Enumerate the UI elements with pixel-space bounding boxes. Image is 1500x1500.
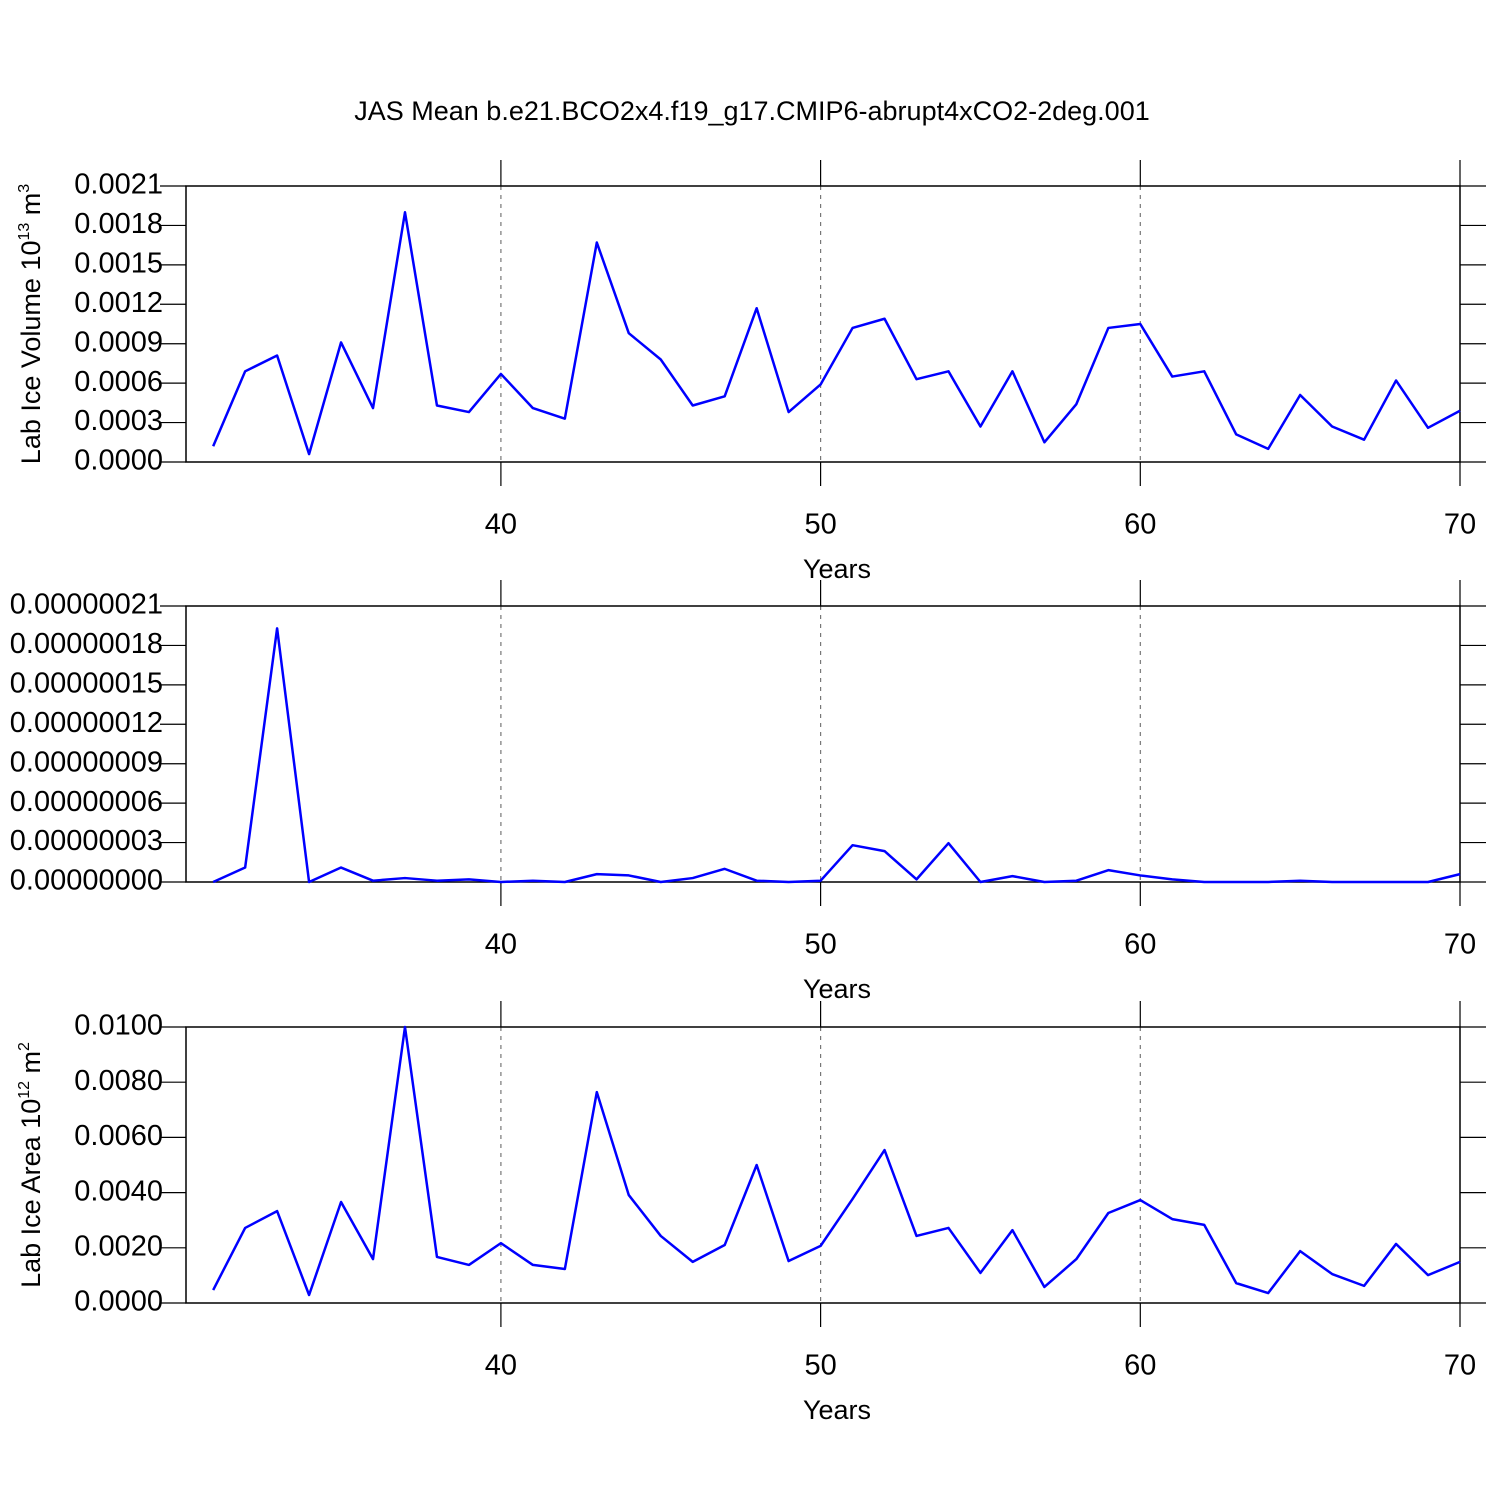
x-axis-label: Years xyxy=(803,1395,871,1425)
y-tick-label: 0.00000003 xyxy=(10,825,163,857)
plot-frame xyxy=(185,185,1461,463)
x-tick-label: 70 xyxy=(1444,1350,1476,1382)
y-tick-label: 0.0000 xyxy=(74,445,163,477)
y-tick-label: 0.0006 xyxy=(74,366,163,398)
x-tick-label: 70 xyxy=(1444,509,1476,541)
y-tick-label: 0.0060 xyxy=(74,1120,163,1152)
y-tick-label: 0.00000021 xyxy=(10,589,163,621)
y-axis-label-exponent: 2 xyxy=(16,1042,33,1051)
plot-frame xyxy=(185,1026,1461,1304)
x-tick-label: 60 xyxy=(1124,509,1156,541)
y-axis-label-exponent: 13 xyxy=(16,223,33,241)
x-axis-label: Years xyxy=(803,974,871,1004)
y-tick-label: 0.00000012 xyxy=(10,707,163,739)
y-tick-label: 0.0100 xyxy=(74,1010,163,1042)
x-tick-label: 50 xyxy=(804,929,836,961)
y-tick-label: 0.0020 xyxy=(74,1230,163,1262)
x-axis-label: Years xyxy=(803,554,871,584)
y-axis-label-part: m xyxy=(16,193,46,223)
y-tick-label: 0.0040 xyxy=(74,1175,163,1207)
y-axis-label: Lab Ice Area 1012 m2 xyxy=(16,1042,46,1288)
y-tick-label: 0.0015 xyxy=(74,248,163,280)
y-tick-label: 0.0080 xyxy=(74,1065,163,1097)
y-tick-label: 0.00000006 xyxy=(10,786,163,818)
y-axis-label: Lab Ice Volume 1013 m3 xyxy=(16,184,46,464)
data-line xyxy=(212,627,1461,884)
x-tick-label: 40 xyxy=(485,509,517,541)
y-axis-label-exponent: 12 xyxy=(16,1081,33,1099)
x-tick-label: 50 xyxy=(804,1350,836,1382)
y-tick-label: 0.0018 xyxy=(74,208,163,240)
x-tick-label: 40 xyxy=(485,1350,517,1382)
y-tick-label: 0.00000018 xyxy=(10,628,163,660)
y-axis-label-part: m xyxy=(16,1051,46,1081)
data-line xyxy=(212,1025,1461,1297)
plot-frame xyxy=(185,605,1461,883)
y-tick-label: 0.0003 xyxy=(74,405,163,437)
x-tick-label: 40 xyxy=(485,929,517,961)
y-axis-label-part: Lab Ice Volume 10 xyxy=(16,241,46,465)
y-tick-label: 0.00000015 xyxy=(10,668,163,700)
y-axis-label-part: Lab Ice Area 10 xyxy=(16,1099,46,1288)
y-tick-label: 0.00000009 xyxy=(10,746,163,778)
data-line xyxy=(212,211,1461,456)
x-tick-label: 50 xyxy=(804,509,836,541)
x-tick-label: 60 xyxy=(1124,1350,1156,1382)
y-tick-label: 0.00000000 xyxy=(10,865,163,897)
y-tick-label: 0.0009 xyxy=(74,326,163,358)
y-tick-label: 0.0000 xyxy=(74,1286,163,1318)
y-tick-label: 0.0021 xyxy=(74,169,163,201)
chart-title: JAS Mean b.e21.BCO2x4.f19_g17.CMIP6-abru… xyxy=(354,96,1149,126)
y-tick-label: 0.0012 xyxy=(74,287,163,319)
x-tick-label: 60 xyxy=(1124,929,1156,961)
x-tick-label: 70 xyxy=(1444,929,1476,961)
y-axis-label-exponent: 3 xyxy=(16,184,33,193)
